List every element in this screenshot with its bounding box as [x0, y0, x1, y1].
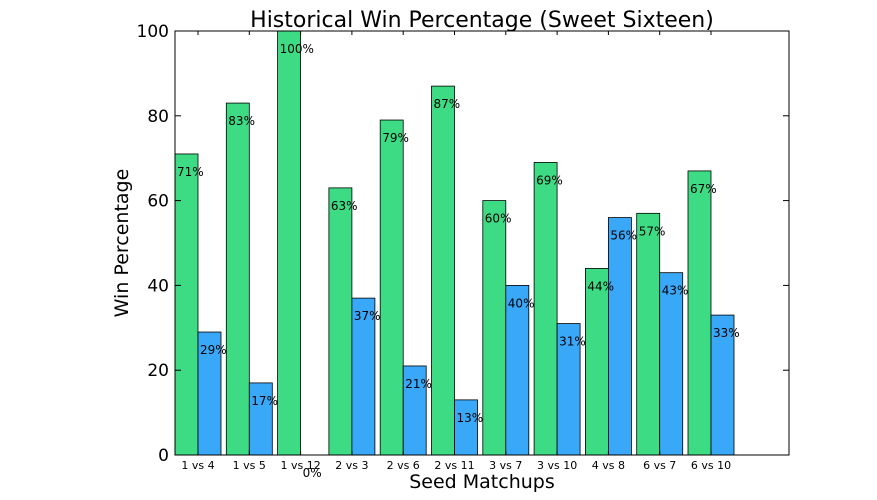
bars-layer [174, 30, 735, 456]
bar-series2-6 [505, 284, 530, 456]
x-tick-label-1: 1 vs 5 [233, 459, 266, 472]
y-tick-label-5: 100 [137, 22, 169, 42]
bar-label-series1-5: 87% [434, 97, 461, 111]
bar-series1-4 [379, 119, 404, 456]
bar-series2-5 [454, 399, 478, 456]
bar-label-series1-1: 83% [228, 114, 255, 128]
bar-series1-1 [225, 102, 250, 456]
bar-label-series2-7: 31% [559, 335, 586, 349]
x-tick-label-6: 3 vs 7 [489, 459, 522, 472]
bar-series1-7 [533, 162, 558, 456]
bar-series1-0 [174, 153, 199, 456]
plot-frame [174, 30, 790, 456]
bar-label-series1-8: 44% [587, 279, 614, 293]
x-tick-label-2: 1 vs 12 [280, 459, 320, 472]
bar-label-series1-2: 100% [280, 42, 314, 56]
bar-label-series1-9: 57% [639, 224, 666, 238]
bar-label-series2-0: 29% [200, 343, 227, 357]
y-tick-label-4: 80 [147, 107, 169, 127]
bar-series1-5 [431, 85, 455, 456]
bar-label-series1-0: 71% [177, 165, 204, 179]
x-tick-label-4: 2 vs 6 [387, 459, 420, 472]
x-tick-label-5: 2 vs 11 [434, 459, 474, 472]
bar-series1-6 [482, 200, 507, 456]
bar-label-series2-3: 37% [354, 309, 381, 323]
y-tick-label-0: 0 [158, 446, 169, 466]
bar-label-series2-1: 17% [251, 394, 278, 408]
x-tick-label-9: 6 vs 7 [643, 459, 676, 472]
bar-label-series2-9: 43% [662, 284, 689, 298]
bar-series1-10 [687, 170, 712, 456]
y-axis-title: Win Percentage [111, 169, 133, 318]
chart-title: Historical Win Percentage (Sweet Sixteen… [250, 8, 714, 33]
bar-label-series1-7: 69% [536, 173, 563, 187]
bar-label-series2-10: 33% [713, 326, 740, 340]
bar-label-series2-6: 40% [508, 296, 535, 310]
bar-label-series1-3: 63% [331, 199, 358, 213]
bar-label-series1-6: 60% [485, 212, 512, 226]
bar-series2-8 [608, 217, 632, 456]
labels-layer: 71% 29% 1 vs 4 83% 17% 1 vs 5 100% 0%1 vs 12 63%… [137, 22, 740, 480]
ticks-layer [175, 30, 789, 456]
bar-series2-9 [659, 272, 684, 456]
bar-label-series2-5: 13% [457, 411, 484, 425]
bar-label-series1-10: 67% [690, 182, 717, 196]
bar-label-series2-8: 56% [610, 229, 637, 243]
bar-series1-8 [585, 268, 609, 456]
bar-series1-9 [636, 212, 661, 456]
y-tick-label-3: 60 [147, 192, 169, 212]
bar-series1-3 [328, 187, 353, 456]
x-tick-label-7: 3 vs 10 [537, 459, 577, 472]
bar-label-series2-4: 21% [405, 377, 432, 391]
y-tick-label-2: 40 [147, 276, 169, 296]
y-tick-label-1: 20 [147, 361, 169, 381]
x-tick-label-0: 1 vs 4 [181, 459, 214, 472]
x-tick-label-8: 4 vs 8 [592, 459, 625, 472]
bar-label-series2-2: 0% [303, 466, 322, 480]
bar-label-series1-4: 79% [382, 131, 409, 145]
x-tick-label-3: 2 vs 3 [335, 459, 368, 472]
x-tick-label-10: 6 vs 10 [691, 459, 731, 472]
bar-series1-2 [277, 30, 302, 456]
x-axis-title: Seed Matchups [409, 471, 555, 493]
